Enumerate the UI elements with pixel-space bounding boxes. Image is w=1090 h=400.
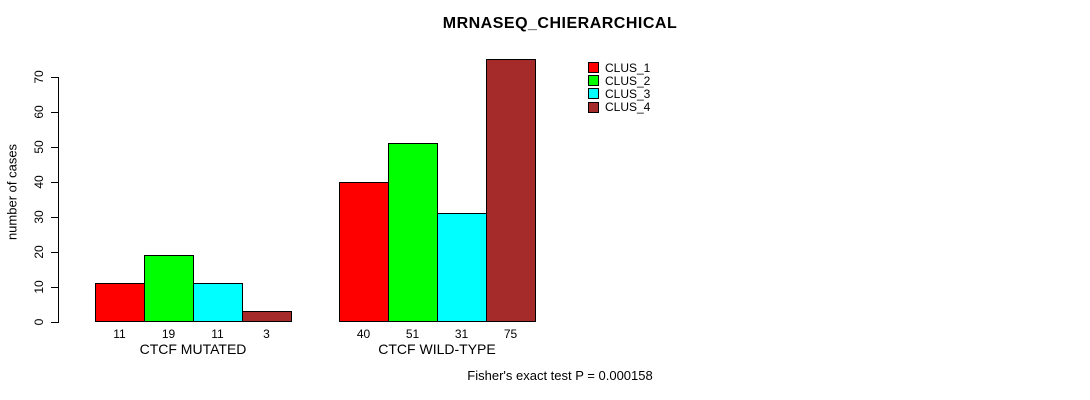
y-axis-tick [51,77,58,78]
legend-label: CLUS_3 [605,86,651,101]
y-axis-tick-label: 10 [32,280,46,294]
bar-value-label: 3 [263,327,270,341]
y-axis-tick [51,252,58,253]
y-axis-tick-label: 0 [32,318,46,326]
legend-label: CLUS_2 [605,73,651,88]
y-axis-tick-label: 50 [32,140,46,154]
bar-value-label: 11 [113,327,126,341]
legend-item: CLUS_3 [588,86,651,101]
y-axis-tick [51,182,58,183]
y-axis-tick-label: 30 [32,210,46,224]
legend-label: CLUS_1 [605,60,651,75]
legend-label: CLUS_4 [605,100,651,115]
bar-clus_2-wildtype [388,143,438,322]
bar-value-label: 31 [454,327,469,341]
category-label: CTCF MUTATED [139,341,247,357]
legend-item: CLUS_1 [588,60,651,75]
legend-item: CLUS_4 [588,100,651,115]
y-axis-tick-label: 60 [32,105,46,119]
y-axis-tick-label: 20 [32,245,46,259]
bar-clus_2-mutated [144,255,194,322]
y-axis-line [58,77,59,323]
y-axis-tick [51,147,58,148]
legend-item: CLUS_2 [588,73,651,88]
legend-swatch [588,75,599,87]
fisher-test-annotation: Fisher's exact test P = 0.000158 [467,368,653,383]
y-axis-tick [51,112,58,113]
y-axis-tick [51,217,58,218]
bar-clus_4-mutated [242,311,292,322]
y-axis-tick [51,322,58,323]
y-axis-tick-label: 40 [32,175,46,189]
bar-value-label: 40 [356,327,371,341]
y-axis-title: number of cases [4,143,20,241]
legend-swatch [588,88,599,100]
bar-clus_1-wildtype [339,182,389,322]
bar-value-label: 51 [405,327,420,341]
y-axis-tick-label: 70 [32,70,46,84]
legend: CLUS_1 CLUS_2 CLUS_3 CLUS_4 [588,61,650,114]
chart-title: MRNASEQ_CHIERARCHICAL [442,15,678,32]
bar-value-label: 19 [161,327,176,341]
bar-value-label: 75 [503,327,518,341]
bar-clus_4-wildtype [486,59,536,322]
bar-clus_3-wildtype [437,213,487,322]
y-axis-tick [51,287,58,288]
bar-value-label: 11 [211,327,224,341]
bar-clus_3-mutated [193,283,243,322]
legend-swatch [588,62,599,74]
legend-swatch [588,101,599,113]
bar-clus_1-mutated [95,283,145,322]
category-label: CTCF WILD-TYPE [378,341,496,357]
